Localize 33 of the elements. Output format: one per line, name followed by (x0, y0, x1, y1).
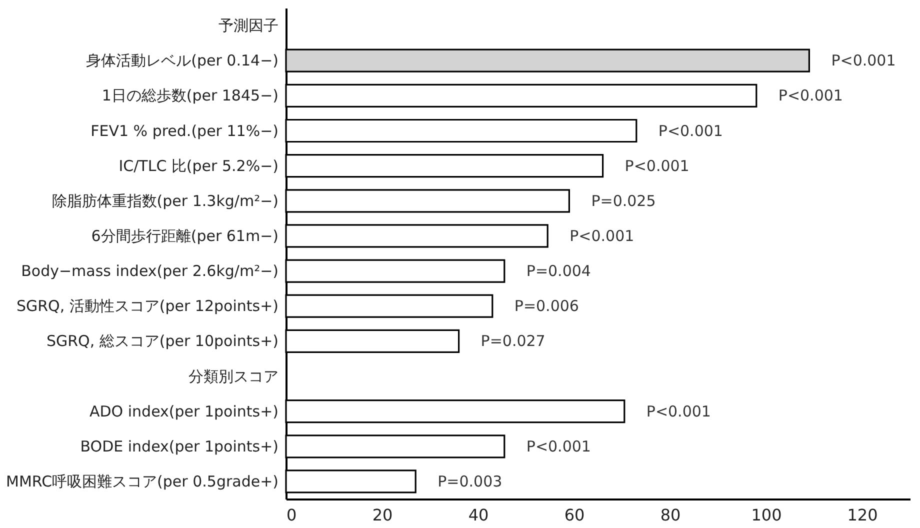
annotation: P=0.027 (480, 332, 546, 350)
y-tick-label: SGRQ, 活動性スコア(per 12points+) (16, 297, 278, 316)
annotation: P<0.001 (526, 437, 591, 456)
x-tick-label: 100 (751, 506, 782, 524)
y-tick-label: Body−mass index(per 2.6kg/m²−) (21, 262, 278, 280)
annotation: P<0.001 (570, 226, 634, 245)
y-tick-label: MMRC呼吸困難スコア(per 0.5grade+) (6, 472, 278, 490)
y-tick-label: 分類別スコア (188, 367, 278, 386)
y-tick-label: 6分間歩行距離(per 61m−) (91, 226, 278, 245)
y-tick-label: 除脂肪体重指数(per 1.3kg/m²−) (52, 192, 278, 210)
y-tick-label: BODE index(per 1points+) (80, 437, 278, 456)
x-tick-label: 20 (372, 506, 393, 524)
y-tick-label: ADO index(per 1points+) (90, 402, 278, 420)
y-tick-label: 予測因子 (218, 16, 278, 35)
annotation: P<0.001 (658, 122, 723, 140)
annotation: P<0.001 (624, 156, 690, 175)
annotation: P<0.001 (778, 86, 843, 105)
annotation: P=0.025 (591, 192, 656, 210)
annotation: P<0.001 (646, 402, 711, 420)
y-tick-label: FEV1 % pred.(per 11%−) (90, 122, 278, 140)
annotation: P=0.004 (526, 262, 591, 280)
x-tick-label: 120 (847, 506, 878, 524)
x-tick-label: 60 (564, 506, 585, 524)
annotation: P<0.001 (831, 52, 896, 70)
y-tick-label: 身体活動レベル(per 0.14−) (86, 52, 278, 70)
x-tick-label: 80 (660, 506, 681, 524)
x-tick-label: 0 (286, 506, 297, 524)
y-tick-label: 1日の総歩数(per 1845−) (102, 86, 278, 105)
annotation: P=0.006 (514, 297, 579, 316)
x-tick-label: 40 (468, 506, 489, 524)
y-tick-label: IC/TLC 比(per 5.2%−) (118, 156, 278, 175)
annotation: P=0.003 (438, 472, 502, 490)
y-tick-label: SGRQ, 総スコア(per 10points+) (46, 332, 278, 350)
